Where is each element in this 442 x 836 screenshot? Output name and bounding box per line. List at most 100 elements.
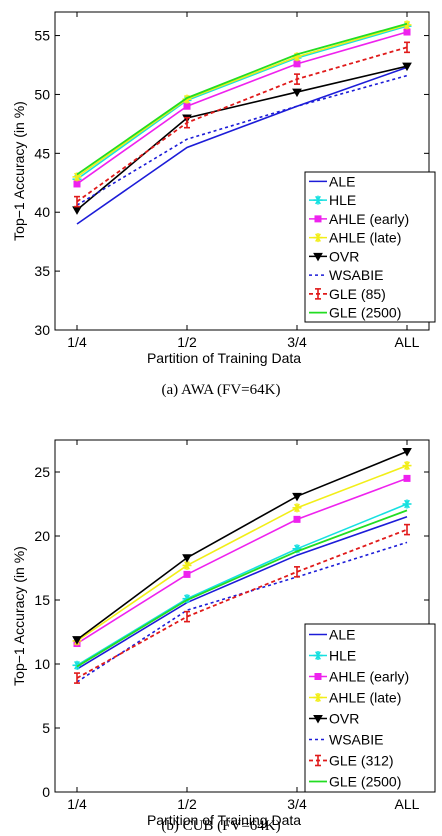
series-line [76,477,408,645]
data-point [184,116,190,129]
legend-label: ALE [329,627,355,643]
legend-entry: HLE [309,192,356,208]
legend-entry: OVR [309,248,359,264]
y-tick-label: 10 [34,656,50,672]
data-point [182,554,192,563]
data-point [404,41,410,54]
legend-entry: WSABIE [309,732,383,748]
data-point [72,636,82,645]
series-ovr [72,448,412,645]
series-line [76,528,408,679]
series-gle-312- [74,523,410,684]
legend-cub: ALE HLE AHLE (early) AHLE (late) OVR WSABIE GL… [304,623,436,793]
data-point [73,180,81,188]
legend-entry: GLE (85) [309,286,386,302]
series-line [76,22,408,176]
legend-marker [314,215,322,223]
series-line [76,46,408,203]
series-gle-85- [74,41,410,208]
chart-cub: 0 5 10 15 20 25 1/4 1/2 3/4 ALL Partition of Train… [11,439,436,834]
series-line [76,31,408,185]
x-tick-label: 1/2 [177,334,197,350]
data-point [292,503,302,513]
y-tick-label: 50 [34,86,50,102]
data-point [402,499,412,509]
y-tick-label: 55 [34,28,50,44]
data-point [402,461,412,471]
legend-label: OVR [329,711,359,727]
x-tick-label: 3/4 [287,796,307,812]
series-ahle-late- [72,461,412,646]
legend-label: GLE (2500) [329,305,401,321]
x-tick-label: 1/2 [177,796,197,812]
legend-label: ALE [329,173,355,189]
legend-label: HLE [329,192,356,208]
legend-entry: AHLE (early) [309,669,409,685]
series-line [76,450,408,641]
legend-label: AHLE (early) [329,669,409,685]
y-tick-label: 40 [34,204,50,220]
legend-marker [313,233,323,243]
y-axis-label: Top−1 Accuracy (in %) [11,101,27,241]
data-point [74,195,80,208]
legend-entry: GLE (312) [309,753,394,769]
data-point [183,570,191,578]
legend-awa: ALE HLE AHLE (early) AHLE (late) OVR WSABIE GL… [304,171,436,323]
data-point [403,28,411,36]
legend-label: OVR [329,248,359,264]
y-tick-label: 30 [34,322,50,338]
legend-box [304,171,436,323]
data-point [293,60,301,68]
series-wsabie [76,74,408,206]
series-line [76,516,408,670]
legend-marker [315,754,321,767]
legend-entry: AHLE (late) [309,230,401,246]
legend-marker [313,651,323,660]
legend-marker [314,673,322,680]
series-line [76,464,408,642]
data-point [402,62,412,72]
plot-frame-cub [54,439,430,793]
x-axis-label: Partition of Training Data [147,812,301,828]
legend-entry: HLE [309,648,356,664]
x-axis-label: Partition of Training Data [147,350,301,366]
legend-label: WSABIE [329,732,383,748]
legend-entry: ALE [309,173,355,189]
legend-marker [313,252,323,262]
data-point [403,474,411,482]
y-tick-label: 45 [34,145,50,161]
x-tick-label: 1/4 [67,334,87,350]
legend-marker [313,195,323,205]
series-gle-2500- [76,509,408,668]
y-tick-label: 0 [42,784,50,800]
x-tick-label: ALL [395,334,420,350]
legend-label: GLE (2500) [329,774,401,790]
legend-label: WSABIE [329,267,383,283]
data-point [184,610,190,623]
series-line [76,509,408,668]
data-point [404,523,410,536]
legend-entry: GLE (2500) [309,774,401,790]
data-point [292,492,302,502]
legend-marker [315,288,321,300]
legend-entry: GLE (2500) [309,305,401,321]
data-point [72,206,82,215]
legend-label: AHLE (late) [329,230,401,246]
caption-awa: (a) AWA (FV=64K) [162,382,281,398]
legend-entry: OVR [309,711,359,727]
legend-entry: WSABIE [309,267,383,283]
legend-box [304,623,436,793]
y-axis-label: Top−1 Accuracy (in %) [11,546,27,686]
plot-frame-awa [54,11,430,331]
chart-awa: 30 35 40 45 50 55 1/4 1/2 3/4 ALL Partition of Tra… [11,11,436,398]
legend-label: HLE [329,648,356,664]
series-gle-2500- [76,22,408,176]
x-tick-label: 1/4 [67,796,87,812]
legend-label: GLE (85) [329,286,386,302]
series-ale [76,516,408,670]
series-line [76,503,408,666]
y-tick-label: 20 [34,528,50,544]
series-line [76,74,408,206]
data-point [402,448,412,457]
